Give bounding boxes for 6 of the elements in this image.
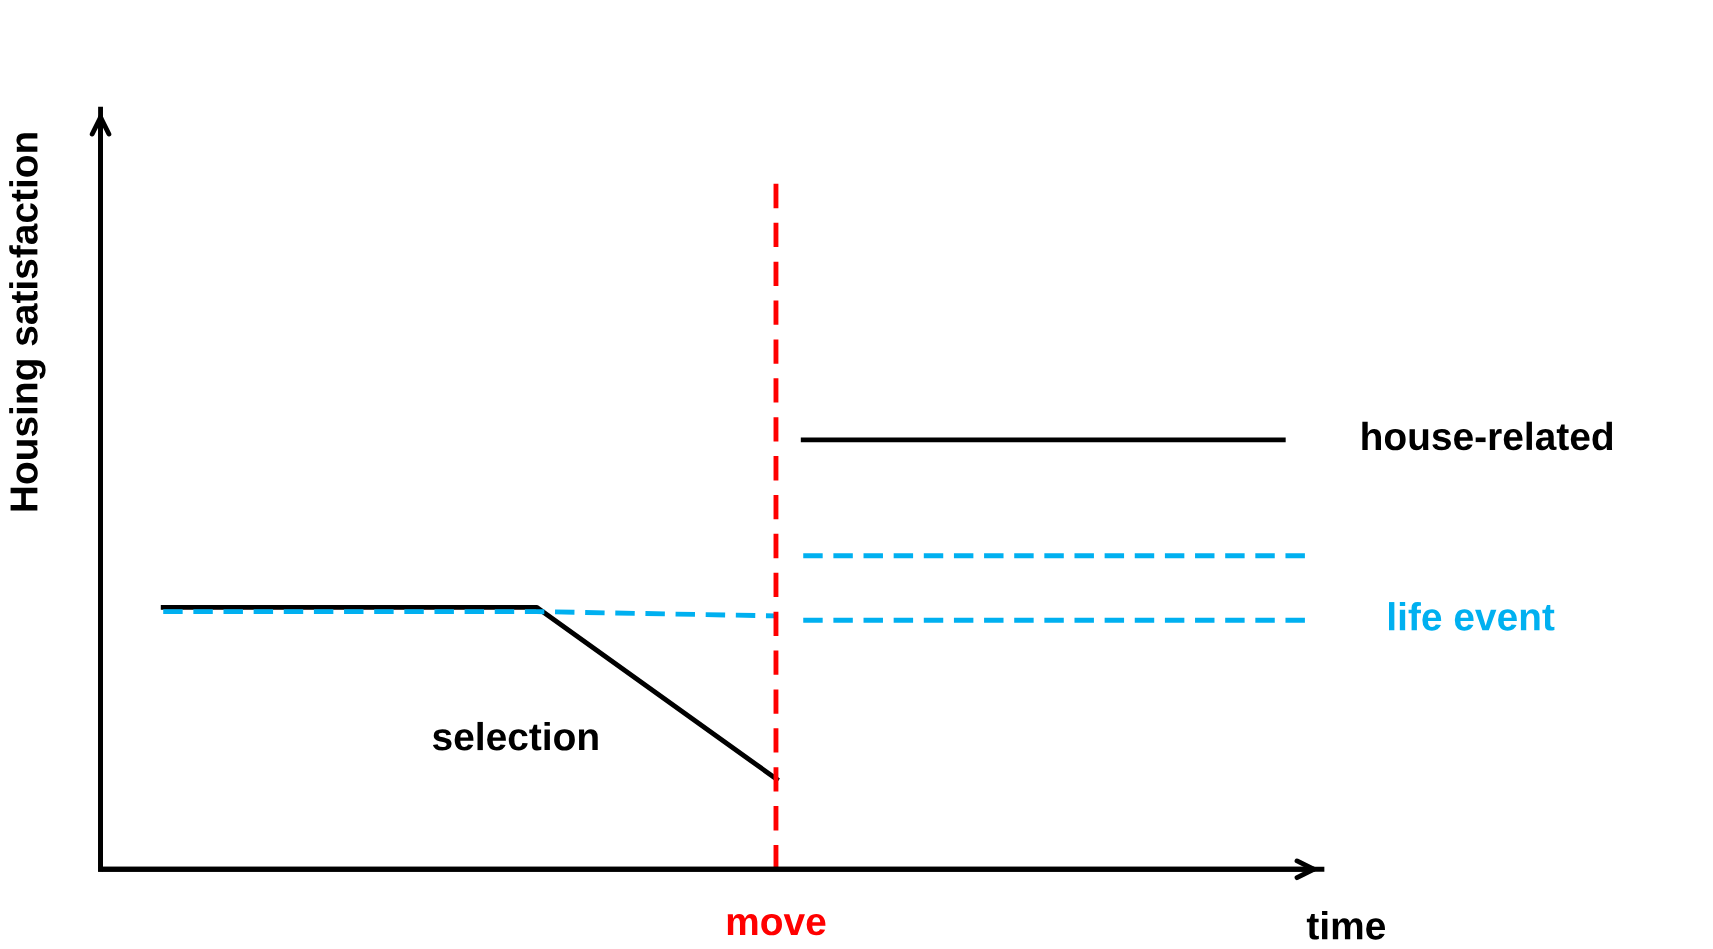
text: move (727, 913, 826, 936)
y-axis-title: Housing satisfaction (9, 133, 46, 511)
x-axis-title: time (1306, 911, 1385, 940)
text: life event (1389, 602, 1555, 631)
text: house-related (1362, 421, 1613, 451)
annotation: selection (432, 721, 598, 751)
